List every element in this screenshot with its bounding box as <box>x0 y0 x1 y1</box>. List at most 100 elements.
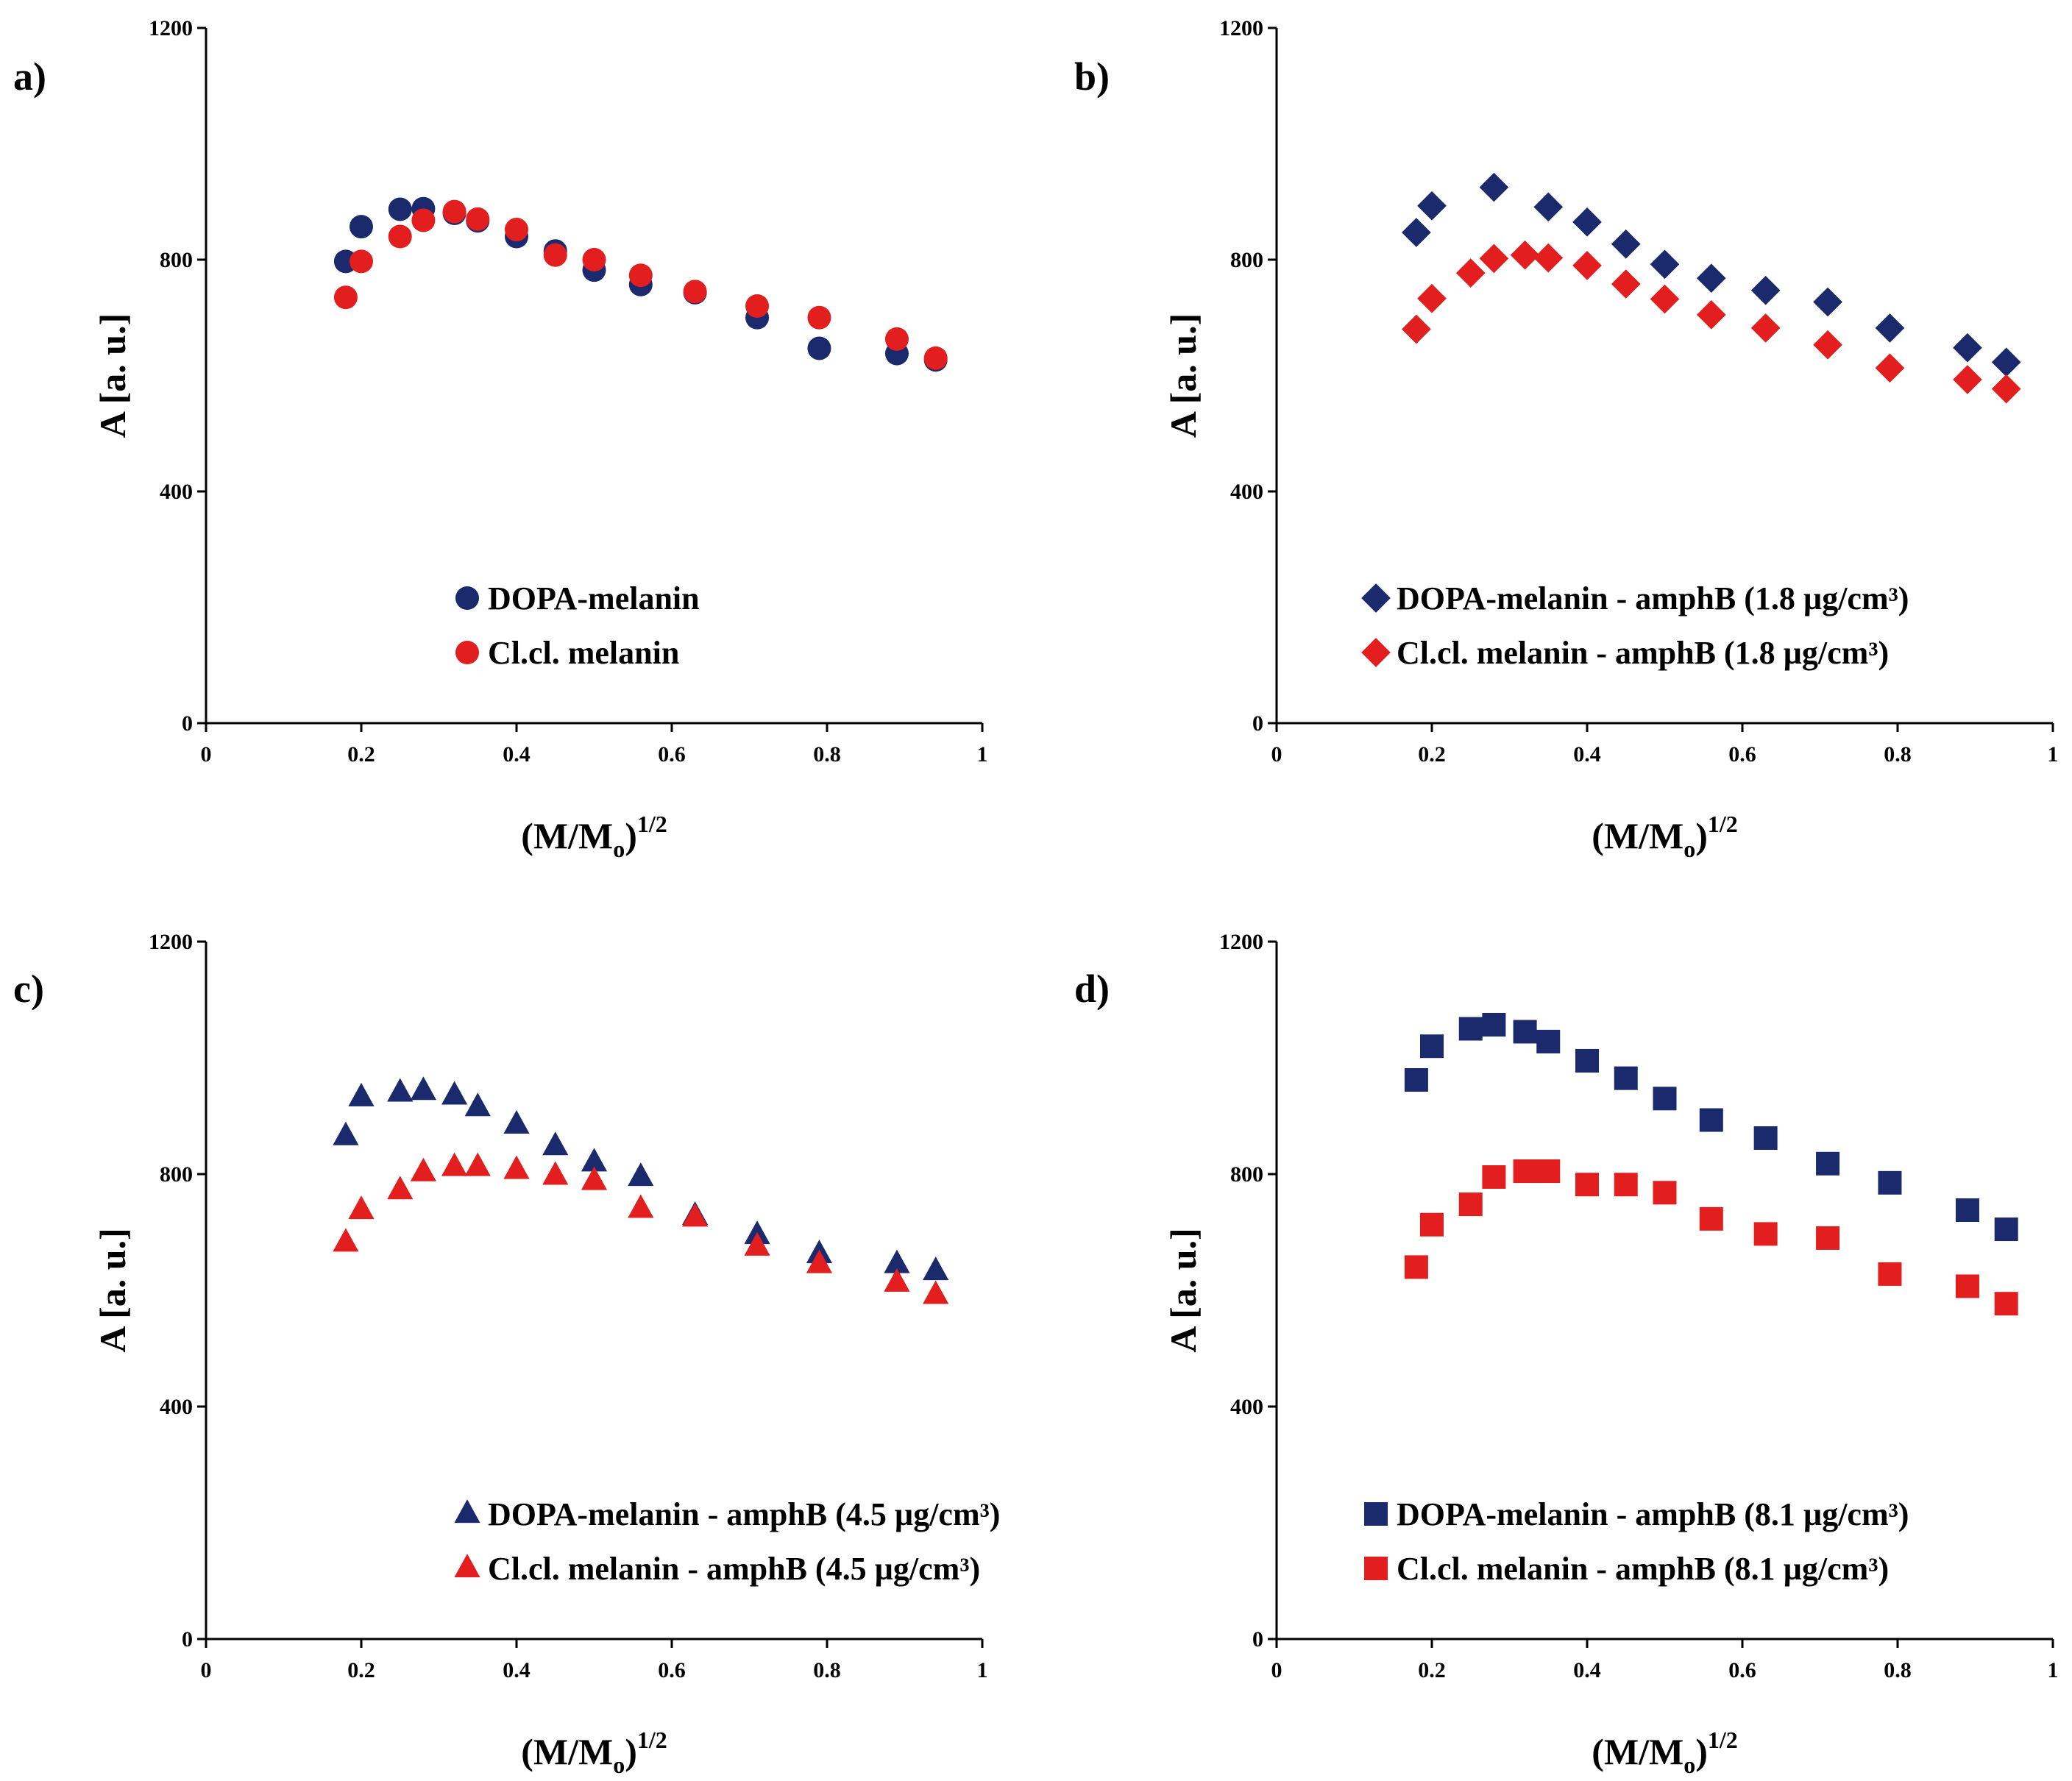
x-axis-title-sub: o <box>613 836 625 862</box>
data-point <box>442 199 466 224</box>
legend: DOPA-melanin - amphB (8.1 µg/cm³) Cl.cl. … <box>1364 1496 1909 1587</box>
y-tick-label: 400 <box>1230 480 1263 504</box>
data-point <box>1404 1068 1428 1092</box>
y-tick-label: 1200 <box>1219 16 1263 40</box>
data-point <box>1878 1170 1902 1195</box>
data-point <box>333 285 358 310</box>
x-tick-label: 0.4 <box>1573 742 1601 767</box>
data-point <box>387 1078 414 1102</box>
y-axis-title: A [a. u.] <box>92 313 133 438</box>
data-point <box>1699 1206 1723 1231</box>
x-tick-label: 0.6 <box>658 1658 686 1682</box>
y-tick-label: 0 <box>182 711 193 736</box>
data-point <box>1611 229 1641 259</box>
data-point <box>464 1092 491 1117</box>
panel-label: c) <box>13 967 44 1011</box>
data-point <box>1536 1159 1561 1184</box>
data-point <box>1513 1020 1537 1044</box>
x-axis-title-close: ) <box>1695 1731 1708 1772</box>
data-point <box>745 294 770 318</box>
x-tick-label: 0.6 <box>1728 742 1756 767</box>
data-point <box>348 1195 375 1220</box>
y-tick-label: 0 <box>1252 711 1263 736</box>
x-axis-title-main: (M/M <box>521 815 613 856</box>
y-tick-label: 800 <box>1230 248 1263 272</box>
x-axis-title-close: ) <box>625 815 637 856</box>
y-axis-title: A [a. u.] <box>1163 313 1204 438</box>
x-axis-title-sub: o <box>613 1752 625 1778</box>
panel-2: b) 0 400 800 1200 0 0.2 0.4 0.6 0.8 1 A [a. u.] (M/M… <box>1074 16 2059 862</box>
data-point <box>350 215 373 239</box>
panel-1: a) 0 400 800 1200 0 0.2 0.4 0.6 0.8 1 A [a. u.] (M/M… <box>13 16 988 862</box>
x-tick-label: 0.4 <box>503 1658 531 1682</box>
data-point <box>884 1249 910 1273</box>
legend-label: Cl.cl. melanin - amphB (8.1 µg/cm³) <box>1397 1551 1889 1587</box>
y-axis-title: A [a. u.] <box>1163 1228 1204 1352</box>
data-point <box>503 1155 530 1179</box>
x-axis-title-main: (M/M <box>1592 1731 1684 1772</box>
data-point <box>807 336 831 360</box>
series-2 <box>333 1152 949 1304</box>
data-point <box>1955 1274 1979 1298</box>
x-axis-title-sup: 1/2 <box>637 1727 667 1753</box>
panel-label: b) <box>1074 54 1110 99</box>
legend-marker <box>454 1499 480 1524</box>
data-point <box>1813 330 1842 360</box>
x-axis-title: (M/Mo)1/2 <box>521 811 667 862</box>
data-point <box>388 224 412 249</box>
data-point <box>1696 263 1726 294</box>
data-point <box>1458 1017 1483 1041</box>
x-tick-label: 0.2 <box>347 742 375 767</box>
y-tick-label: 1200 <box>149 16 193 40</box>
y-tick-label: 0 <box>182 1627 193 1652</box>
data-point <box>1420 1212 1444 1237</box>
data-point <box>1482 1012 1506 1037</box>
y-tick-label: 800 <box>160 248 193 272</box>
x-axis-title-sup: 1/2 <box>637 811 667 837</box>
data-point <box>923 1256 949 1281</box>
data-point <box>1402 218 1431 247</box>
data-point <box>1816 1226 1840 1250</box>
data-point <box>1420 1034 1444 1059</box>
data-point <box>505 218 528 242</box>
x-axis-title-main: (M/M <box>1592 815 1684 856</box>
data-point <box>1696 299 1726 330</box>
legend-label: Cl.cl. melanin - amphB (4.5 µg/cm³) <box>488 1551 980 1587</box>
data-point <box>1417 191 1447 221</box>
data-point <box>1753 1222 1778 1246</box>
legend: DOPA-melanin - amphB (1.8 µg/cm³) Cl.cl. … <box>1361 580 1909 671</box>
data-point <box>1479 243 1509 274</box>
x-axis-title-close: ) <box>1695 815 1708 856</box>
data-point <box>350 249 373 274</box>
legend: DOPA-melanin Cl.cl. melanin <box>455 580 700 671</box>
data-point <box>411 208 436 232</box>
panel-label: d) <box>1074 967 1110 1011</box>
y-tick-label: 800 <box>160 1162 193 1187</box>
x-tick-label: 0 <box>1271 742 1282 767</box>
data-point <box>581 1166 608 1190</box>
x-tick-label: 0.4 <box>1573 1658 1601 1682</box>
data-point <box>1614 1066 1638 1090</box>
series-2 <box>1402 240 2021 404</box>
legend-marker <box>1361 583 1391 613</box>
x-axis-title-close: ) <box>625 1731 637 1772</box>
data-point <box>388 197 412 221</box>
series-2 <box>1404 1159 2018 1316</box>
x-tick-label: 0.8 <box>813 1658 841 1682</box>
legend: DOPA-melanin - amphB (4.5 µg/cm³) Cl.cl. … <box>454 1496 1000 1587</box>
legend-label: DOPA-melanin <box>488 580 700 616</box>
data-point <box>923 1280 949 1304</box>
y-axis-title: A [a. u.] <box>92 1228 133 1352</box>
y-tick-label: 800 <box>1230 1162 1263 1187</box>
data-point <box>806 1249 833 1273</box>
data-point <box>348 1082 375 1106</box>
data-point <box>744 1231 770 1256</box>
data-point <box>1875 313 1905 343</box>
y-tick-label: 400 <box>160 480 193 504</box>
data-point <box>1479 172 1509 202</box>
x-tick-label: 0.2 <box>347 1658 375 1682</box>
x-tick-label: 0.6 <box>658 742 686 767</box>
data-point <box>581 1148 608 1172</box>
data-point <box>543 243 567 267</box>
